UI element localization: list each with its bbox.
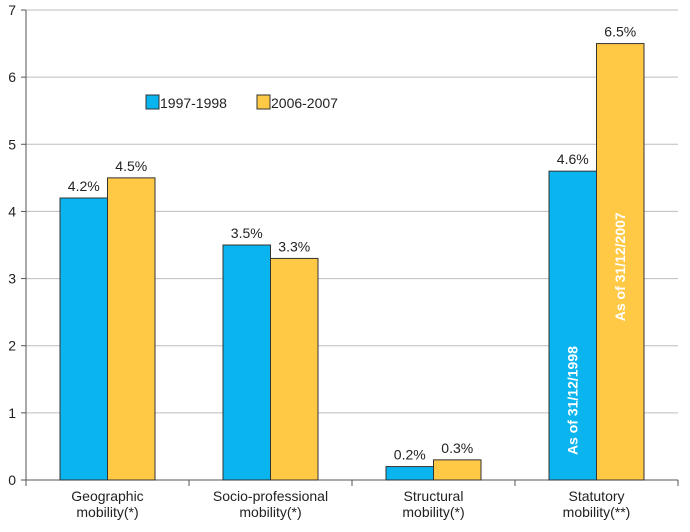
bar-2006-2007 xyxy=(596,43,645,481)
data-labels: 4.2% 3.5% 0.2% 4.6% 4.5% 3.3% 0.3% 6.5% As of 31… xyxy=(68,24,636,463)
bar-annotation: As of 31/12/2007 xyxy=(612,212,628,321)
y-tick-label: 2 xyxy=(8,338,16,354)
x-category-label: Geographic mobility(*) xyxy=(71,488,143,520)
y-tick-label: 5 xyxy=(8,136,16,152)
bar-1997-1998 xyxy=(385,466,434,481)
bar-1997-1998 xyxy=(548,170,597,481)
data-label: 4.5% xyxy=(115,158,147,174)
y-tick-label: 0 xyxy=(8,472,16,488)
axes: 0 1 2 3 4 5 6 7 Geographic mobility(*) Socio-profe… xyxy=(8,2,679,520)
y-tick-label: 1 xyxy=(8,405,16,421)
bar-1997-1998 xyxy=(59,197,108,481)
bar-2006-2007 xyxy=(270,257,319,481)
legend-label: 1997-1998 xyxy=(160,95,227,111)
data-label: 4.6% xyxy=(557,151,589,167)
bar-annotation: As of 31/12/1998 xyxy=(565,346,581,455)
bars xyxy=(59,43,645,481)
data-label: 3.3% xyxy=(278,238,310,254)
bar-1997-1998 xyxy=(222,244,271,481)
legend-swatch-1997-1998 xyxy=(145,94,160,110)
data-label: 0.2% xyxy=(394,447,426,463)
x-category-label: Structural mobility(*) xyxy=(402,488,464,520)
bar-2006-2007 xyxy=(107,177,156,481)
data-label: 4.2% xyxy=(68,178,100,194)
y-tick-label: 6 xyxy=(8,69,16,85)
y-tick-label: 4 xyxy=(8,203,16,219)
legend: 1997-1998 2006-2007 xyxy=(145,94,338,111)
legend-label: 2006-2007 xyxy=(271,95,338,111)
data-label: 3.5% xyxy=(231,225,263,241)
y-tick-label: 3 xyxy=(8,271,16,287)
x-category-label: Statutory mobility(**) xyxy=(563,488,631,520)
data-label: 6.5% xyxy=(604,24,636,40)
x-category-label: Socio-professional mobility(*) xyxy=(213,488,328,520)
data-label: 0.3% xyxy=(441,440,473,456)
legend-swatch-2006-2007 xyxy=(256,94,271,110)
bar-2006-2007 xyxy=(433,459,482,481)
y-tick-label: 7 xyxy=(8,2,16,18)
